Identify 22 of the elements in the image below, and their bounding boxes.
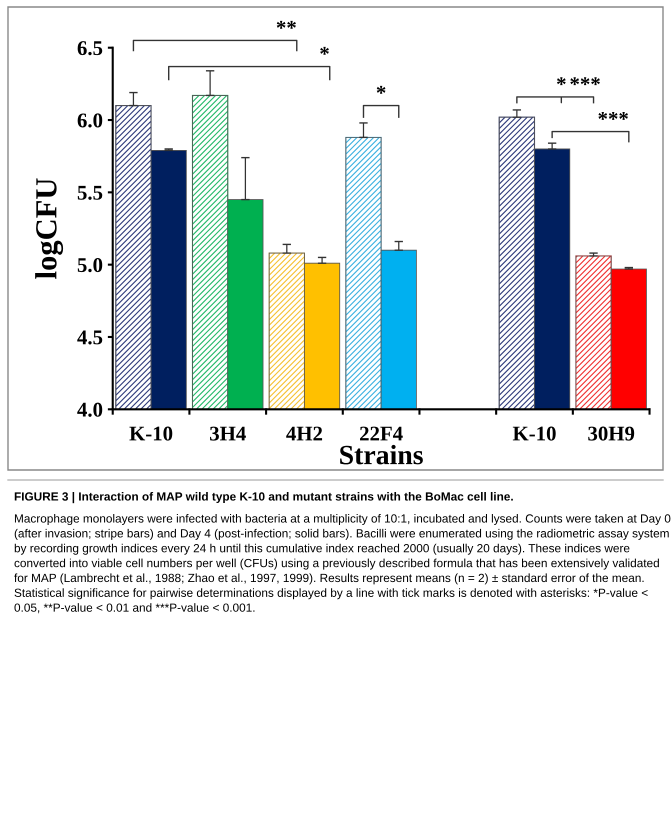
y-tick-label: 4.0 — [77, 402, 102, 417]
x-tick-label: 30H9 — [588, 426, 634, 441]
text: Macrophage monolayers were infected with bacteria at a multiplicity of 10:1, incubated and lysed. Counts were taken at Day 0 (after invasion; stripe bars) and Day 4 (post-infection; solid bars). Bacilli were enumerated using the radiometric assay system by recording growth indices every 24 h until this cumulative index reached 2000 (usually 20 days). These indices were converted into viable cell numbers per well (CFUs) using a previously described formula that has been extensively validated for MAP (Lambrecht et al., 1988; Zhao et al., 1997, 1999). Results represent means (n = 2) ± standard error of the mean. Statistical significance for pairwise determinations displayed by a line with tick marks is denoted with asterisks: *P-value < 0.05, **P-value < 0.01 and ***P-value < 0.001. — [14, 514, 670, 614]
annotation: *** — [598, 112, 628, 120]
y-tick-label: 6.0 — [78, 113, 102, 128]
y-tick-label: 5.5 — [78, 186, 102, 200]
annotation: * — [320, 46, 329, 55]
y-tick-label: 4.5 — [77, 330, 102, 344]
x-axis-title: Strains — [340, 444, 423, 464]
annotation: *** — [570, 77, 600, 86]
x-tick-label: 22F4 — [360, 426, 403, 440]
text: ** — [276, 20, 296, 29]
x-tick-label: K-10 — [512, 426, 556, 441]
y-tick-label: 5.0 — [78, 258, 102, 272]
annotation: * — [376, 86, 386, 94]
y-axis-title: logCFU — [35, 178, 64, 279]
x-tick-label: 3H4 — [210, 426, 246, 441]
annotation: * — [556, 77, 566, 86]
caption: FIGURE 3 | Interaction of MAP wild type K-10 and mutant strains with the BoMac cell line. — [14, 492, 513, 504]
x-tick-label: K-10 — [129, 426, 172, 441]
x-tick-label: 4H2 — [286, 426, 322, 440]
y-tick-label: 6.5 — [78, 41, 102, 56]
